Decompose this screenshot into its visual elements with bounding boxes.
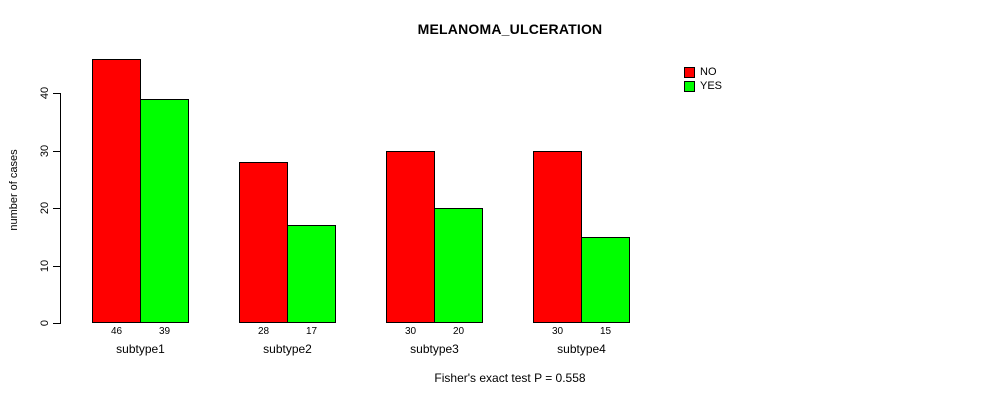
y-tick [53, 323, 60, 324]
bar-subtype4-no [533, 150, 582, 323]
y-tick [53, 208, 60, 210]
y-tick [53, 265, 60, 267]
bar-subtype2-no [239, 162, 288, 323]
bar-subtype1-yes [140, 99, 189, 323]
y-tick-label: 20 [39, 202, 51, 215]
bar-subtype3-yes [434, 208, 483, 323]
y-tick-label: 0 [39, 319, 51, 327]
category-label-subtype2: subtype2 [263, 342, 312, 356]
y-tick-label: 30 [39, 144, 51, 157]
y-tick [53, 93, 60, 95]
y-tick-label: 10 [39, 259, 51, 272]
bar-subtype1-no [92, 58, 141, 323]
bar-value-label: 39 [158, 326, 171, 337]
caption-text: Fisher's exact test P = 0.558 [434, 371, 586, 385]
bar-value-label: 17 [305, 326, 318, 337]
category-label-subtype1: subtype1 [116, 342, 165, 356]
bar-value-label: 20 [452, 326, 465, 337]
bar-value-label: 28 [257, 326, 270, 337]
bar-value-label: 30 [551, 326, 564, 337]
category-label-subtype4: subtype4 [557, 342, 606, 356]
bar-subtype3-no [386, 150, 435, 323]
legend: NO YES [684, 65, 722, 93]
bar-value-label: 30 [404, 326, 417, 337]
legend-item-yes: YES [684, 79, 722, 93]
y-tick-label: 40 [39, 87, 51, 100]
legend-swatch-no [684, 66, 695, 78]
chart-title: MELANOMA_ULCERATION [417, 21, 603, 37]
legend-label: NO [700, 66, 717, 78]
bar-value-label: 15 [599, 326, 612, 337]
category-label-subtype3: subtype3 [410, 342, 459, 356]
y-axis-line [60, 93, 61, 324]
y-tick [53, 150, 60, 152]
legend-item-no: NO [684, 65, 722, 79]
legend-swatch-yes [684, 80, 695, 92]
bar-subtype2-yes [287, 225, 336, 323]
bar-value-label: 46 [110, 326, 123, 337]
y-axis-label: number of cases [8, 149, 20, 231]
bar-subtype4-yes [581, 236, 630, 323]
legend-label: YES [700, 80, 723, 92]
